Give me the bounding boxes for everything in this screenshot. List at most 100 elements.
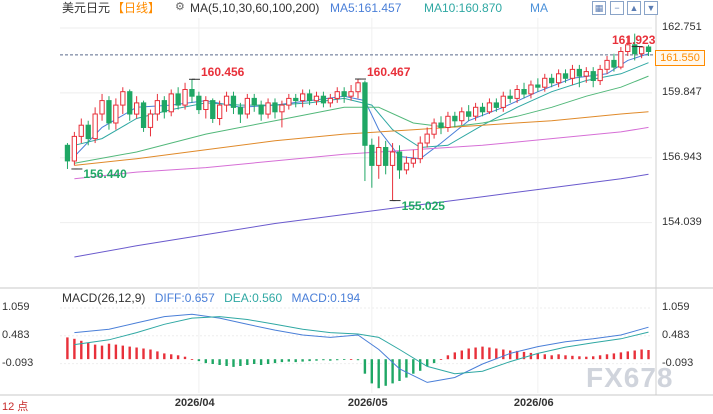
macd-histogram-bar xyxy=(619,352,623,360)
candle-up xyxy=(639,46,645,55)
ma-params-label: MA(5,10,30,60,100,200) xyxy=(190,1,320,15)
candle-down xyxy=(535,84,541,88)
macd-histogram-bar xyxy=(128,346,131,360)
candle-up xyxy=(327,97,334,104)
candle-up xyxy=(410,158,417,164)
candle-up xyxy=(286,97,292,106)
candle-down xyxy=(549,77,555,84)
macd-histogram-bar xyxy=(356,359,360,361)
macd-histogram-bar xyxy=(259,359,263,365)
macd-histogram-bar xyxy=(163,353,166,360)
candle-up xyxy=(528,84,534,95)
candle-up xyxy=(168,93,174,113)
macd-value: MACD:0.194 xyxy=(291,291,361,305)
macd-histogram-bar xyxy=(432,359,436,364)
macd-histogram-bar xyxy=(176,355,180,360)
candle-up xyxy=(500,95,506,108)
candle-up xyxy=(569,68,576,79)
chevron-down-icon[interactable]: ▼ xyxy=(644,1,658,15)
ma-line-ma5 xyxy=(74,53,649,160)
date-axis-tick: 2026/05 xyxy=(347,397,388,409)
macd-histogram-bar xyxy=(467,348,470,360)
macd-axis-tick-right: 1.059 xyxy=(662,300,690,313)
macd-histogram-bar xyxy=(536,353,539,360)
macd-histogram-bar xyxy=(190,359,194,360)
macd-histogram-bar xyxy=(439,359,443,360)
price-axis-tick: 162.751 xyxy=(662,21,702,34)
settings-gear-icon[interactable]: ⚙ xyxy=(175,1,185,13)
candle-up xyxy=(300,93,306,102)
candle-up xyxy=(348,91,354,97)
candle-down xyxy=(362,82,368,146)
chevron-up-icon[interactable]: ▲ xyxy=(627,1,641,15)
macd-histogram-bar xyxy=(453,352,456,360)
macd-histogram-bar xyxy=(336,359,339,361)
watermark-logo: FX678 xyxy=(586,362,674,393)
current-price-box: 161.550 xyxy=(655,50,705,66)
macd-histogram-bar xyxy=(488,347,491,360)
macd-histogram-bar xyxy=(266,359,270,364)
macd-histogram-bar xyxy=(626,351,629,360)
candle-up xyxy=(244,97,250,115)
macd-histogram-bar xyxy=(446,355,450,360)
macd-histogram-bar xyxy=(398,359,401,381)
price-annotation-low: 155.025 xyxy=(401,198,445,213)
candle-up xyxy=(445,115,451,129)
chart-header: 美元日元 【日线】 ⚙ MA(5,10,30,60,100,200) MA5:1… xyxy=(0,0,713,16)
minimize-icon[interactable]: − xyxy=(610,1,624,15)
candle-up xyxy=(431,122,437,135)
candle-down xyxy=(396,151,403,171)
price-annotation-high: 161.923 xyxy=(612,32,656,47)
candle-down xyxy=(507,95,513,99)
candle-up xyxy=(223,95,230,106)
macd-histogram-bar xyxy=(135,347,138,360)
macd-histogram-bar xyxy=(246,359,249,365)
candle-down xyxy=(293,97,299,102)
macd-histogram-bar xyxy=(183,356,187,360)
candle-up xyxy=(279,104,285,113)
macd-histogram-bar xyxy=(170,354,173,360)
candle-up xyxy=(473,106,479,117)
ma-line-ma200 xyxy=(74,173,649,258)
macd-histogram-bar xyxy=(100,345,104,360)
candle-up xyxy=(71,135,77,162)
ma-line-ma100 xyxy=(74,126,649,180)
grid-icon[interactable]: ▦ xyxy=(592,1,606,15)
candle-up xyxy=(99,100,105,115)
date-axis-tick: 2026/04 xyxy=(174,397,215,409)
candle-down xyxy=(272,102,278,113)
macd-histogram-bar xyxy=(301,359,304,362)
macd-histogram-bar xyxy=(80,340,83,360)
candle-down xyxy=(452,115,458,122)
macd-histogram-bar xyxy=(522,351,526,360)
macd-axis-tick-left: 0.483 xyxy=(2,328,30,341)
macd-histogram-bar xyxy=(564,355,567,360)
macd-histogram-bar xyxy=(419,359,422,371)
macd-label: MACD(26,12,9) xyxy=(62,291,146,305)
candle-up xyxy=(154,100,160,115)
macd-histogram-bar xyxy=(405,359,408,378)
corner-label: 12 点 xyxy=(2,401,29,413)
candle-up xyxy=(583,71,589,77)
macd-histogram-bar xyxy=(329,359,332,361)
candle-down xyxy=(64,144,71,162)
macd-histogram-bar xyxy=(592,356,595,360)
macd-histogram-bar xyxy=(349,359,353,360)
macd-histogram-bar xyxy=(204,359,207,364)
macd-histogram-bar xyxy=(426,359,429,367)
candle-down xyxy=(611,59,617,68)
candle-down xyxy=(466,111,472,117)
candle-down xyxy=(210,100,216,119)
macd-histogram-bar xyxy=(149,349,152,360)
macd-dea-line xyxy=(74,316,649,375)
candle-down xyxy=(161,100,167,113)
candle-up xyxy=(334,91,340,99)
macd-histogram-bar xyxy=(598,355,602,360)
macd-histogram-bar xyxy=(287,359,290,362)
macd-histogram-bar xyxy=(460,350,463,360)
candle-up xyxy=(355,82,361,93)
price-axis-tick: 159.847 xyxy=(662,85,702,98)
period-selector[interactable]: 【日线】 xyxy=(112,1,161,15)
candle-down xyxy=(493,102,500,108)
